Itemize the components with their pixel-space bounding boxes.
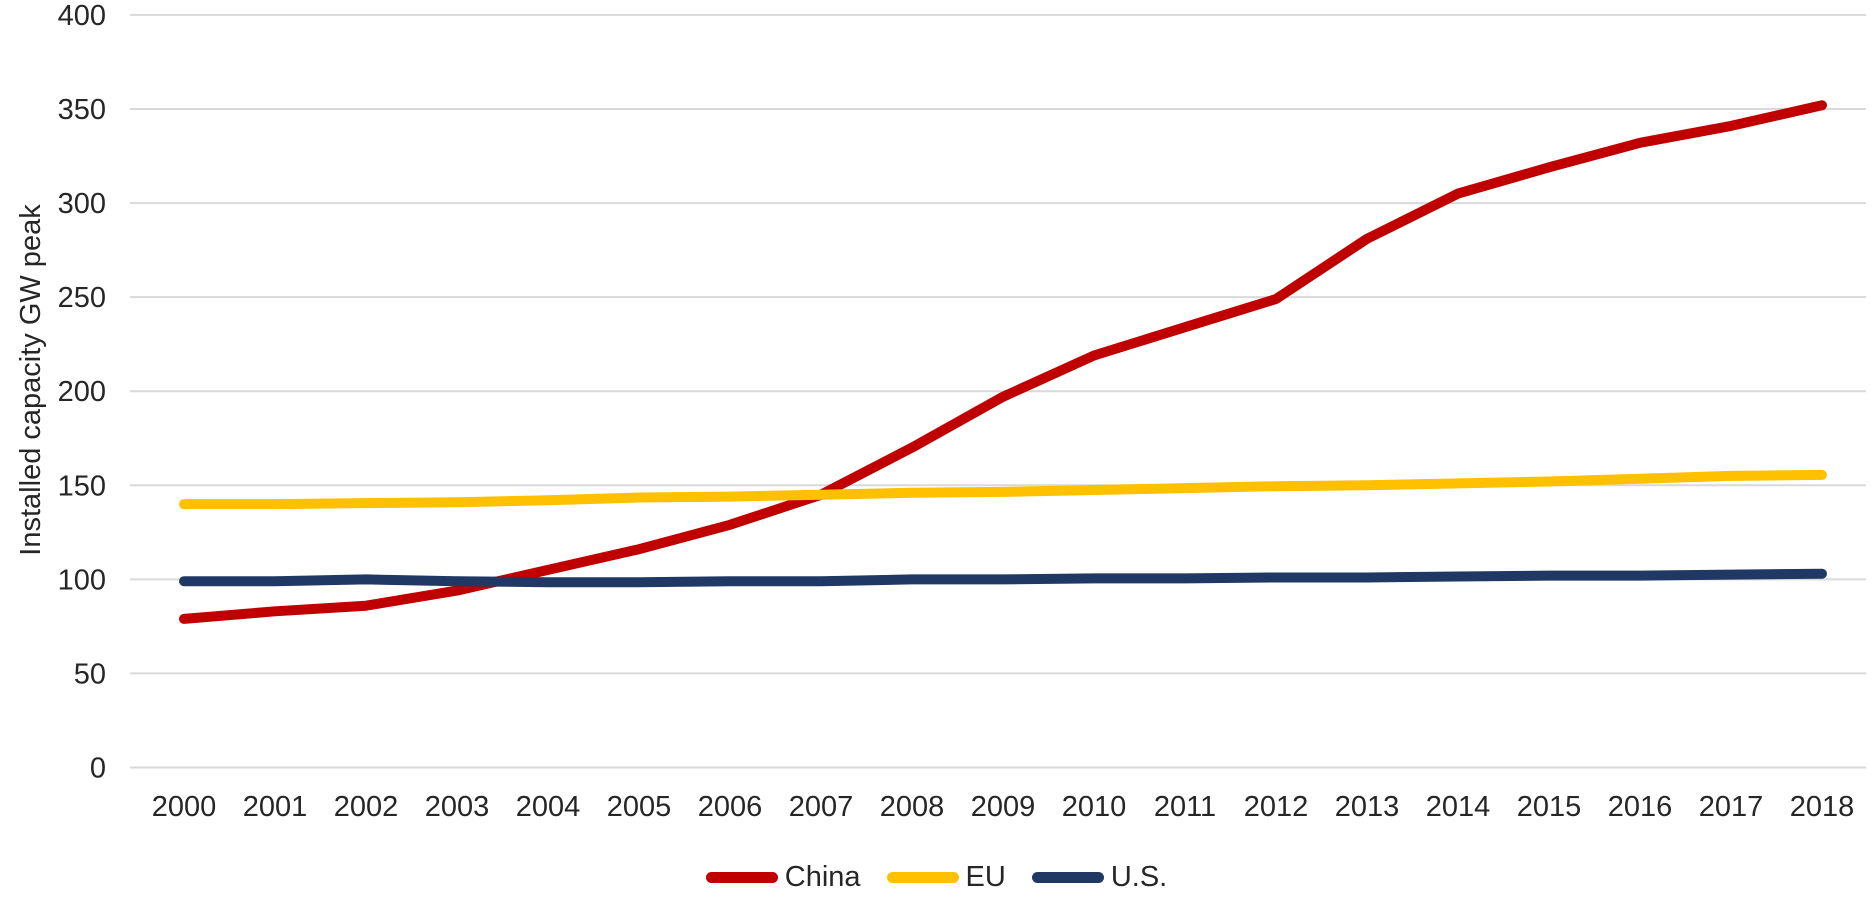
series-line-us <box>179 568 1827 588</box>
x-tick-label: 2015 <box>1517 791 1582 823</box>
x-tick-label: 2010 <box>1062 791 1127 823</box>
x-tick-label: 2012 <box>1244 791 1309 823</box>
x-tick-label: 2011 <box>1154 791 1216 823</box>
x-tick-label: 2007 <box>789 791 854 823</box>
legend-swatch-china <box>705 871 778 883</box>
legend-item-us: U.S. <box>1031 860 1168 894</box>
x-tick-label: 2003 <box>425 791 490 823</box>
y-tick-label: 100 <box>58 564 106 596</box>
y-tick-label: 400 <box>58 0 106 32</box>
x-tick-label: 2013 <box>1335 791 1400 823</box>
legend-label-china: China <box>784 860 861 893</box>
legend-item-eu: EU <box>886 860 1006 894</box>
x-tick-label: 2009 <box>971 791 1036 823</box>
series-line-china <box>179 100 1827 624</box>
y-axis-title: Installed capacity GW peak <box>15 204 47 556</box>
x-tick-label: 2001 <box>243 791 308 823</box>
series-group <box>179 100 1827 624</box>
axis-labels-group: 0 50 100 150 200 250 300 350 400 2000 2001 2002 2003… <box>58 0 1855 823</box>
x-tick-label: 2004 <box>516 791 581 823</box>
y-tick-label: 150 <box>58 470 106 502</box>
series-line-eu <box>179 469 1827 510</box>
x-tick-label: 2018 <box>1790 791 1855 823</box>
x-tick-label: 2008 <box>880 791 945 823</box>
y-tick-label: 300 <box>58 188 106 220</box>
x-tick-label: 2014 <box>1426 791 1491 823</box>
x-tick-label: 2005 <box>607 791 672 823</box>
y-tick-label: 350 <box>58 94 106 126</box>
legend-label-eu: EU <box>965 860 1006 893</box>
y-tick-label: 0 <box>90 753 106 785</box>
y-tick-label: 250 <box>58 282 106 314</box>
legend-label-us: U.S. <box>1110 860 1168 893</box>
x-tick-label: 2016 <box>1608 791 1673 823</box>
legend-swatch-eu <box>886 871 959 883</box>
x-tick-label: 2002 <box>334 791 399 823</box>
x-tick-label: 2000 <box>152 791 217 823</box>
y-tick-label: 50 <box>74 658 106 690</box>
gridlines-group <box>130 13 1866 769</box>
legend: China EU U.S. <box>0 856 1873 898</box>
legend-item-china: China <box>705 860 861 894</box>
x-tick-label: 2017 <box>1699 791 1764 823</box>
legend-swatch-us <box>1031 871 1104 883</box>
y-tick-label: 200 <box>58 376 106 408</box>
x-tick-label: 2006 <box>698 791 763 823</box>
